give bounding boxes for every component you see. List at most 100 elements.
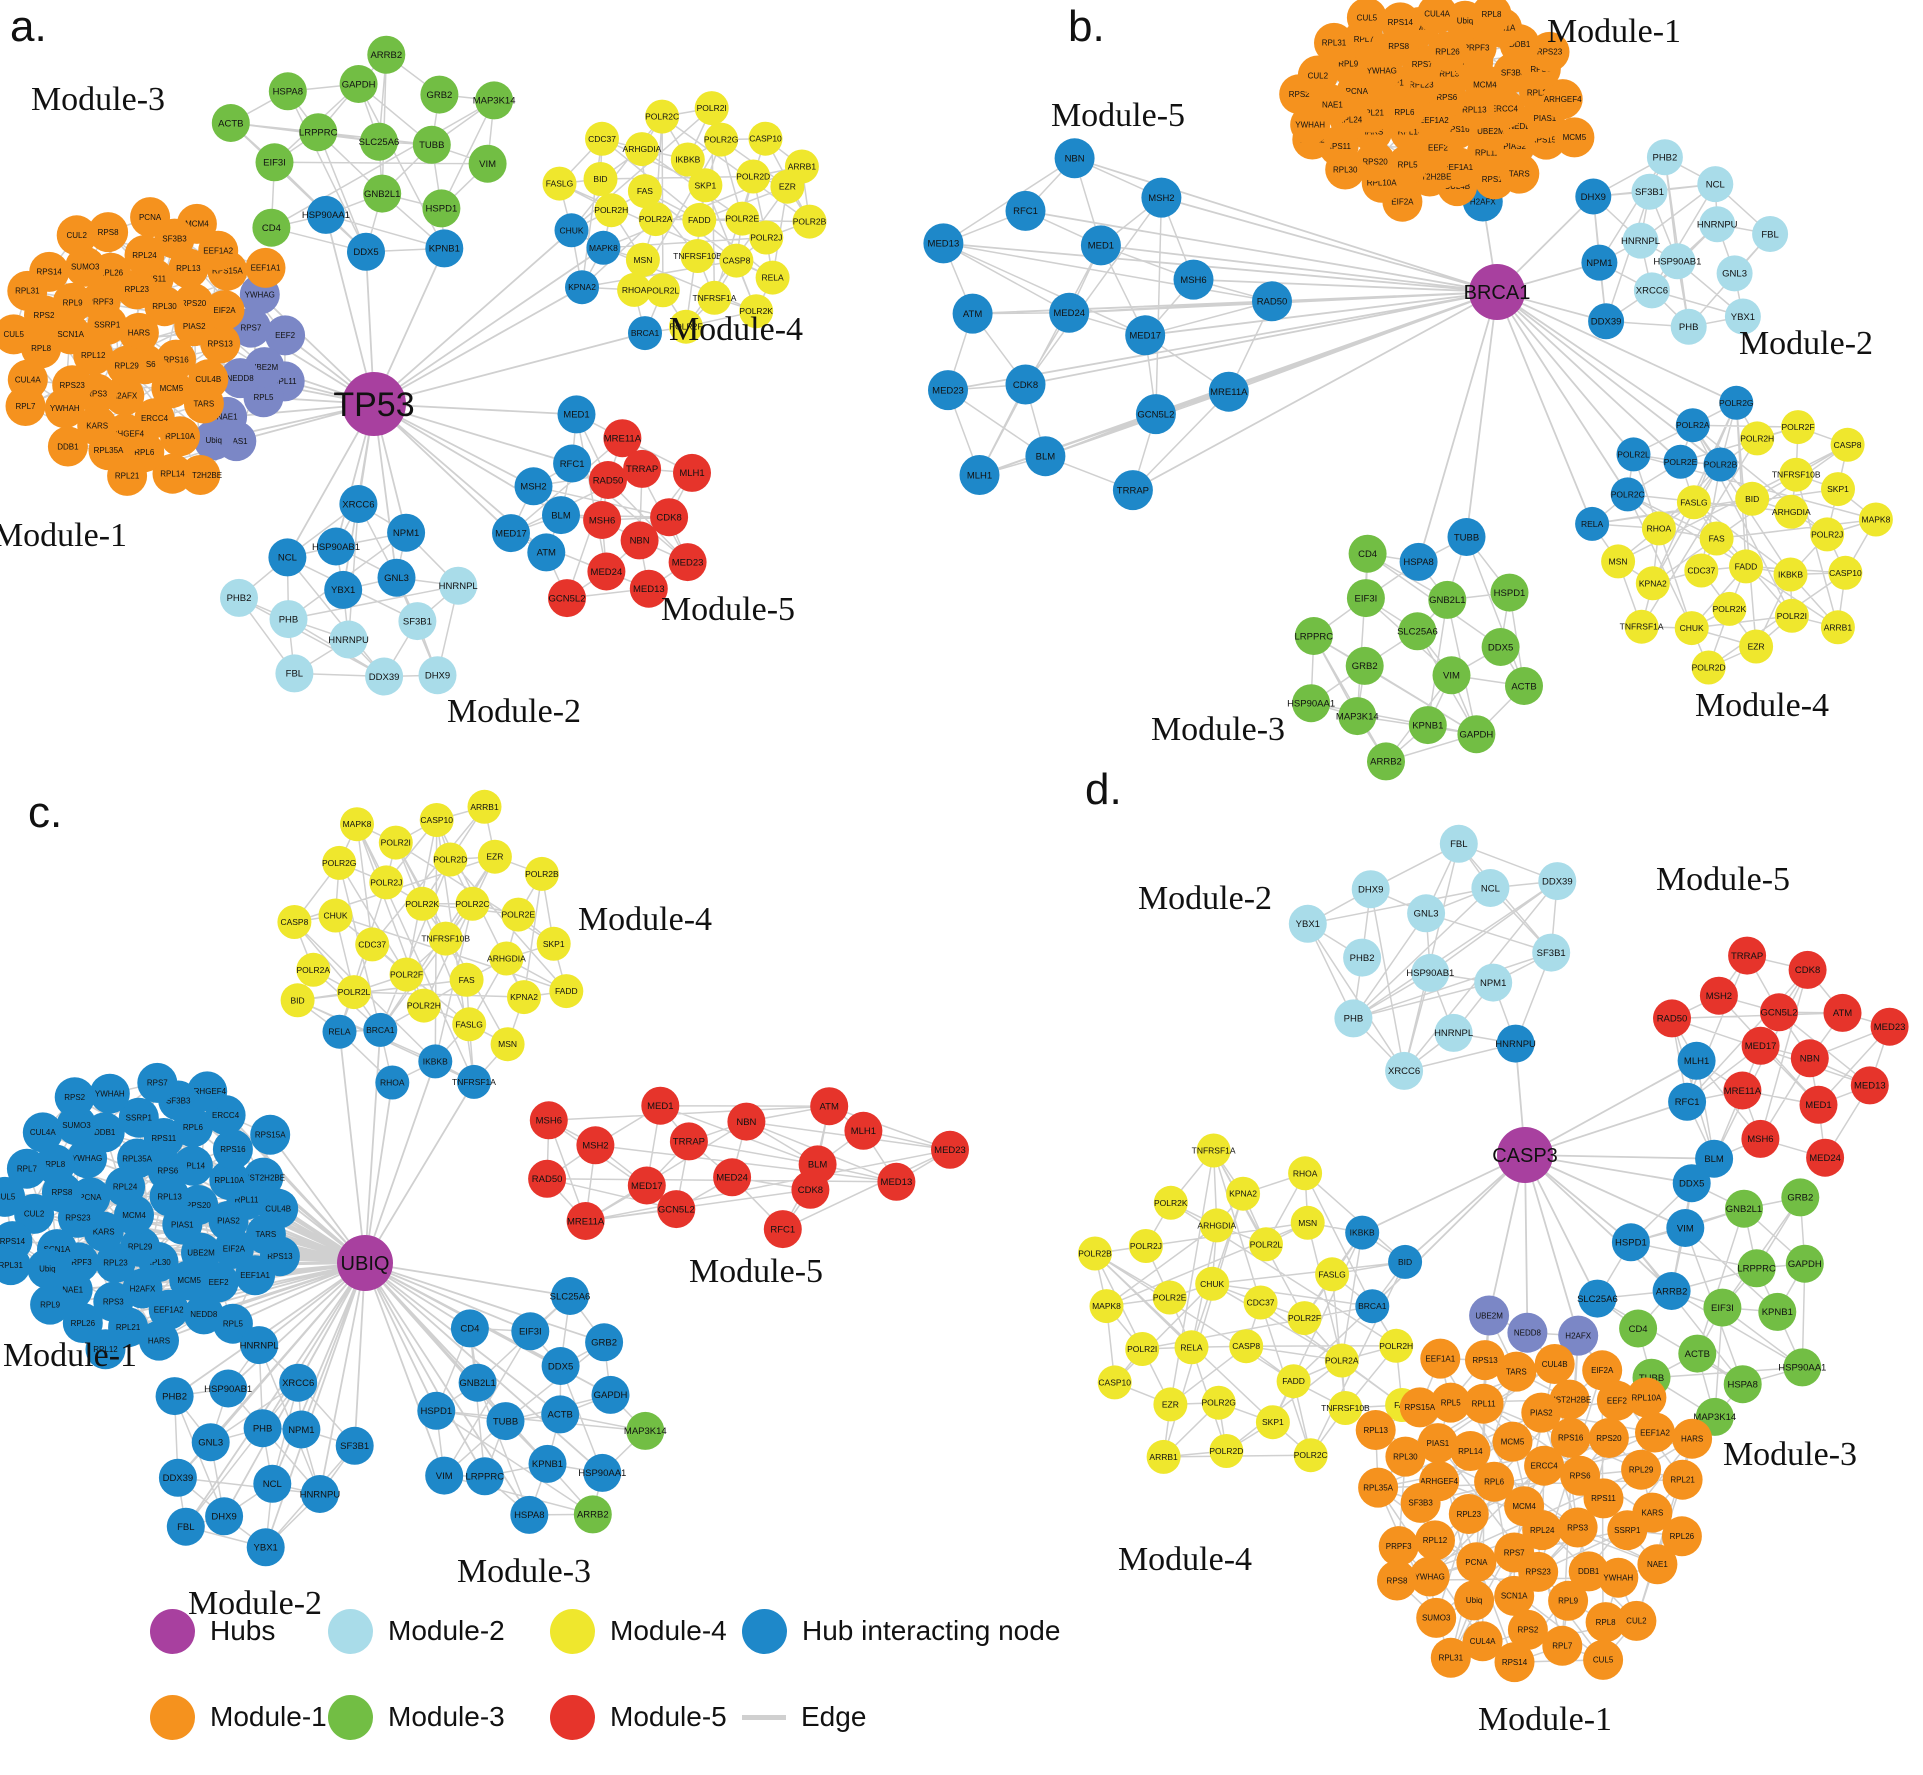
gene-node-label: YWHAH (1295, 120, 1325, 129)
gene-node (477, 839, 512, 874)
gene-node-label: MAP3K14 (624, 1426, 667, 1437)
gene-node-label: GNB2L1 (1726, 1204, 1762, 1215)
gene-node-label: SSRP1 (126, 1114, 153, 1123)
gene-node (1557, 1507, 1598, 1548)
gene-node-label: ARRB2 (1656, 1286, 1688, 1297)
gene-node-label: PIAS1 (1534, 114, 1557, 123)
gene-node-label: RHOA (622, 285, 647, 295)
gene-node (587, 552, 626, 591)
gene-node-label: RAD50 (593, 475, 624, 486)
gene-node (1417, 1423, 1458, 1464)
gene-node (1174, 1330, 1209, 1365)
gene-node (1288, 904, 1327, 943)
gene-node-label: POLR2D (736, 171, 770, 181)
gene-node (106, 345, 147, 386)
gene-node-label: MED1 (563, 410, 589, 421)
gene-node-label: XRCC6 (1388, 1066, 1420, 1077)
gene-node (412, 125, 451, 164)
gene-node (1538, 862, 1577, 901)
gene-node-label: PCNA (1346, 87, 1369, 96)
gene-node (1542, 1625, 1583, 1666)
gene-node-label: POLR2H (594, 205, 628, 215)
gene-node (1195, 1266, 1230, 1301)
gene-node-label: FAS (637, 186, 653, 196)
gene-node-label: FBL (1761, 229, 1778, 240)
gene-node-label: GNL3 (1414, 909, 1439, 920)
hub-node (342, 372, 406, 436)
gene-node (682, 202, 717, 237)
gene-node (1462, 1621, 1503, 1662)
gene-node-label: POLR2J (370, 877, 402, 887)
gene-node-label: DHX9 (1581, 192, 1606, 203)
gene-node (959, 455, 1000, 495)
gene-node (486, 1402, 525, 1441)
gene-node (514, 467, 553, 506)
gene-node (557, 395, 596, 434)
gene-node (1505, 667, 1543, 705)
gene-node-label: PHB (1344, 1014, 1364, 1025)
gene-node-label: DDX39 (369, 672, 400, 683)
gene-node (1752, 216, 1789, 252)
gene-node (1400, 1482, 1441, 1523)
gene-node (118, 1097, 159, 1138)
gene-node (877, 1162, 916, 1201)
gene-node-label: Ubiq (1466, 1596, 1482, 1605)
gene-node (89, 1073, 130, 1114)
gene-node-label: CD4 (1358, 549, 1377, 560)
gene-node-label: RPS7 (240, 323, 261, 332)
gene-node-label: RPL11 (273, 377, 297, 386)
gene-node (1799, 1085, 1838, 1124)
gene-node-label: RPL6 (134, 448, 155, 457)
gene-node (553, 444, 592, 483)
gene-node (405, 886, 440, 921)
gene-node-label: MCM4 (122, 1211, 146, 1220)
gene-node-label: SCN1A (1501, 1592, 1528, 1601)
gene-node (377, 558, 416, 597)
gene-node-label: H2AFX (1565, 1331, 1591, 1340)
gene-node (1788, 950, 1827, 989)
gene-node (1080, 225, 1121, 266)
gene-node (1703, 1288, 1742, 1327)
gene-node (528, 1444, 567, 1483)
gene-node (367, 35, 406, 74)
gene-node-label: POLR2A (1676, 420, 1710, 430)
gene-node (1229, 1329, 1264, 1364)
gene-node (1005, 364, 1046, 405)
gene-node-label: RPL23 (103, 1259, 128, 1268)
legend-label: Module-2 (388, 1615, 505, 1646)
gene-node-label: RPL26 (71, 1319, 96, 1328)
gene-node (418, 1044, 453, 1079)
gene-node (252, 208, 291, 247)
gene-node-label: SLC25A6 (1577, 1294, 1618, 1305)
gene-node (1550, 1417, 1591, 1458)
gene-node (168, 248, 209, 289)
gene-node-label: HNRNPU (300, 1489, 341, 1500)
gene-node (355, 927, 390, 962)
gene-node-label: BLM (808, 1160, 828, 1171)
gene-node-label: MSH6 (589, 515, 615, 526)
gene-node (1675, 408, 1710, 443)
gene-node-label: PHB (1679, 322, 1699, 333)
gene-node-label: RPL6 (1394, 108, 1415, 117)
gene-node-label: ACTB (1511, 681, 1536, 692)
gene-node-label: RPS8 (1387, 1576, 1408, 1585)
gene-node (1208, 371, 1249, 412)
gene-node-label: RPL24 (1530, 1526, 1555, 1535)
gene-node-label: NEDD8 (190, 1310, 218, 1319)
gene-node (1496, 1351, 1537, 1392)
gene-node (1607, 1510, 1648, 1551)
gene-node-label: CDC37 (588, 134, 616, 144)
gene-node (317, 527, 355, 566)
gene-node-label: POLR2B (1704, 459, 1738, 469)
gene-node-label: CD4 (1629, 1324, 1648, 1335)
gene-node (1409, 1556, 1450, 1597)
gene-node-label: ERCC4 (1531, 1462, 1559, 1471)
gene-node (139, 1320, 179, 1361)
gene-node-label: RPL7 (15, 402, 36, 411)
gene-node (1276, 1364, 1311, 1399)
gene-node-label: RPL8 (45, 1160, 66, 1169)
gene-node-label: RPS16 (220, 1145, 246, 1154)
hub-node-label: CASP3 (1492, 1145, 1558, 1167)
gene-node (7, 270, 48, 311)
gene-node-label: POLR2I (381, 838, 411, 848)
